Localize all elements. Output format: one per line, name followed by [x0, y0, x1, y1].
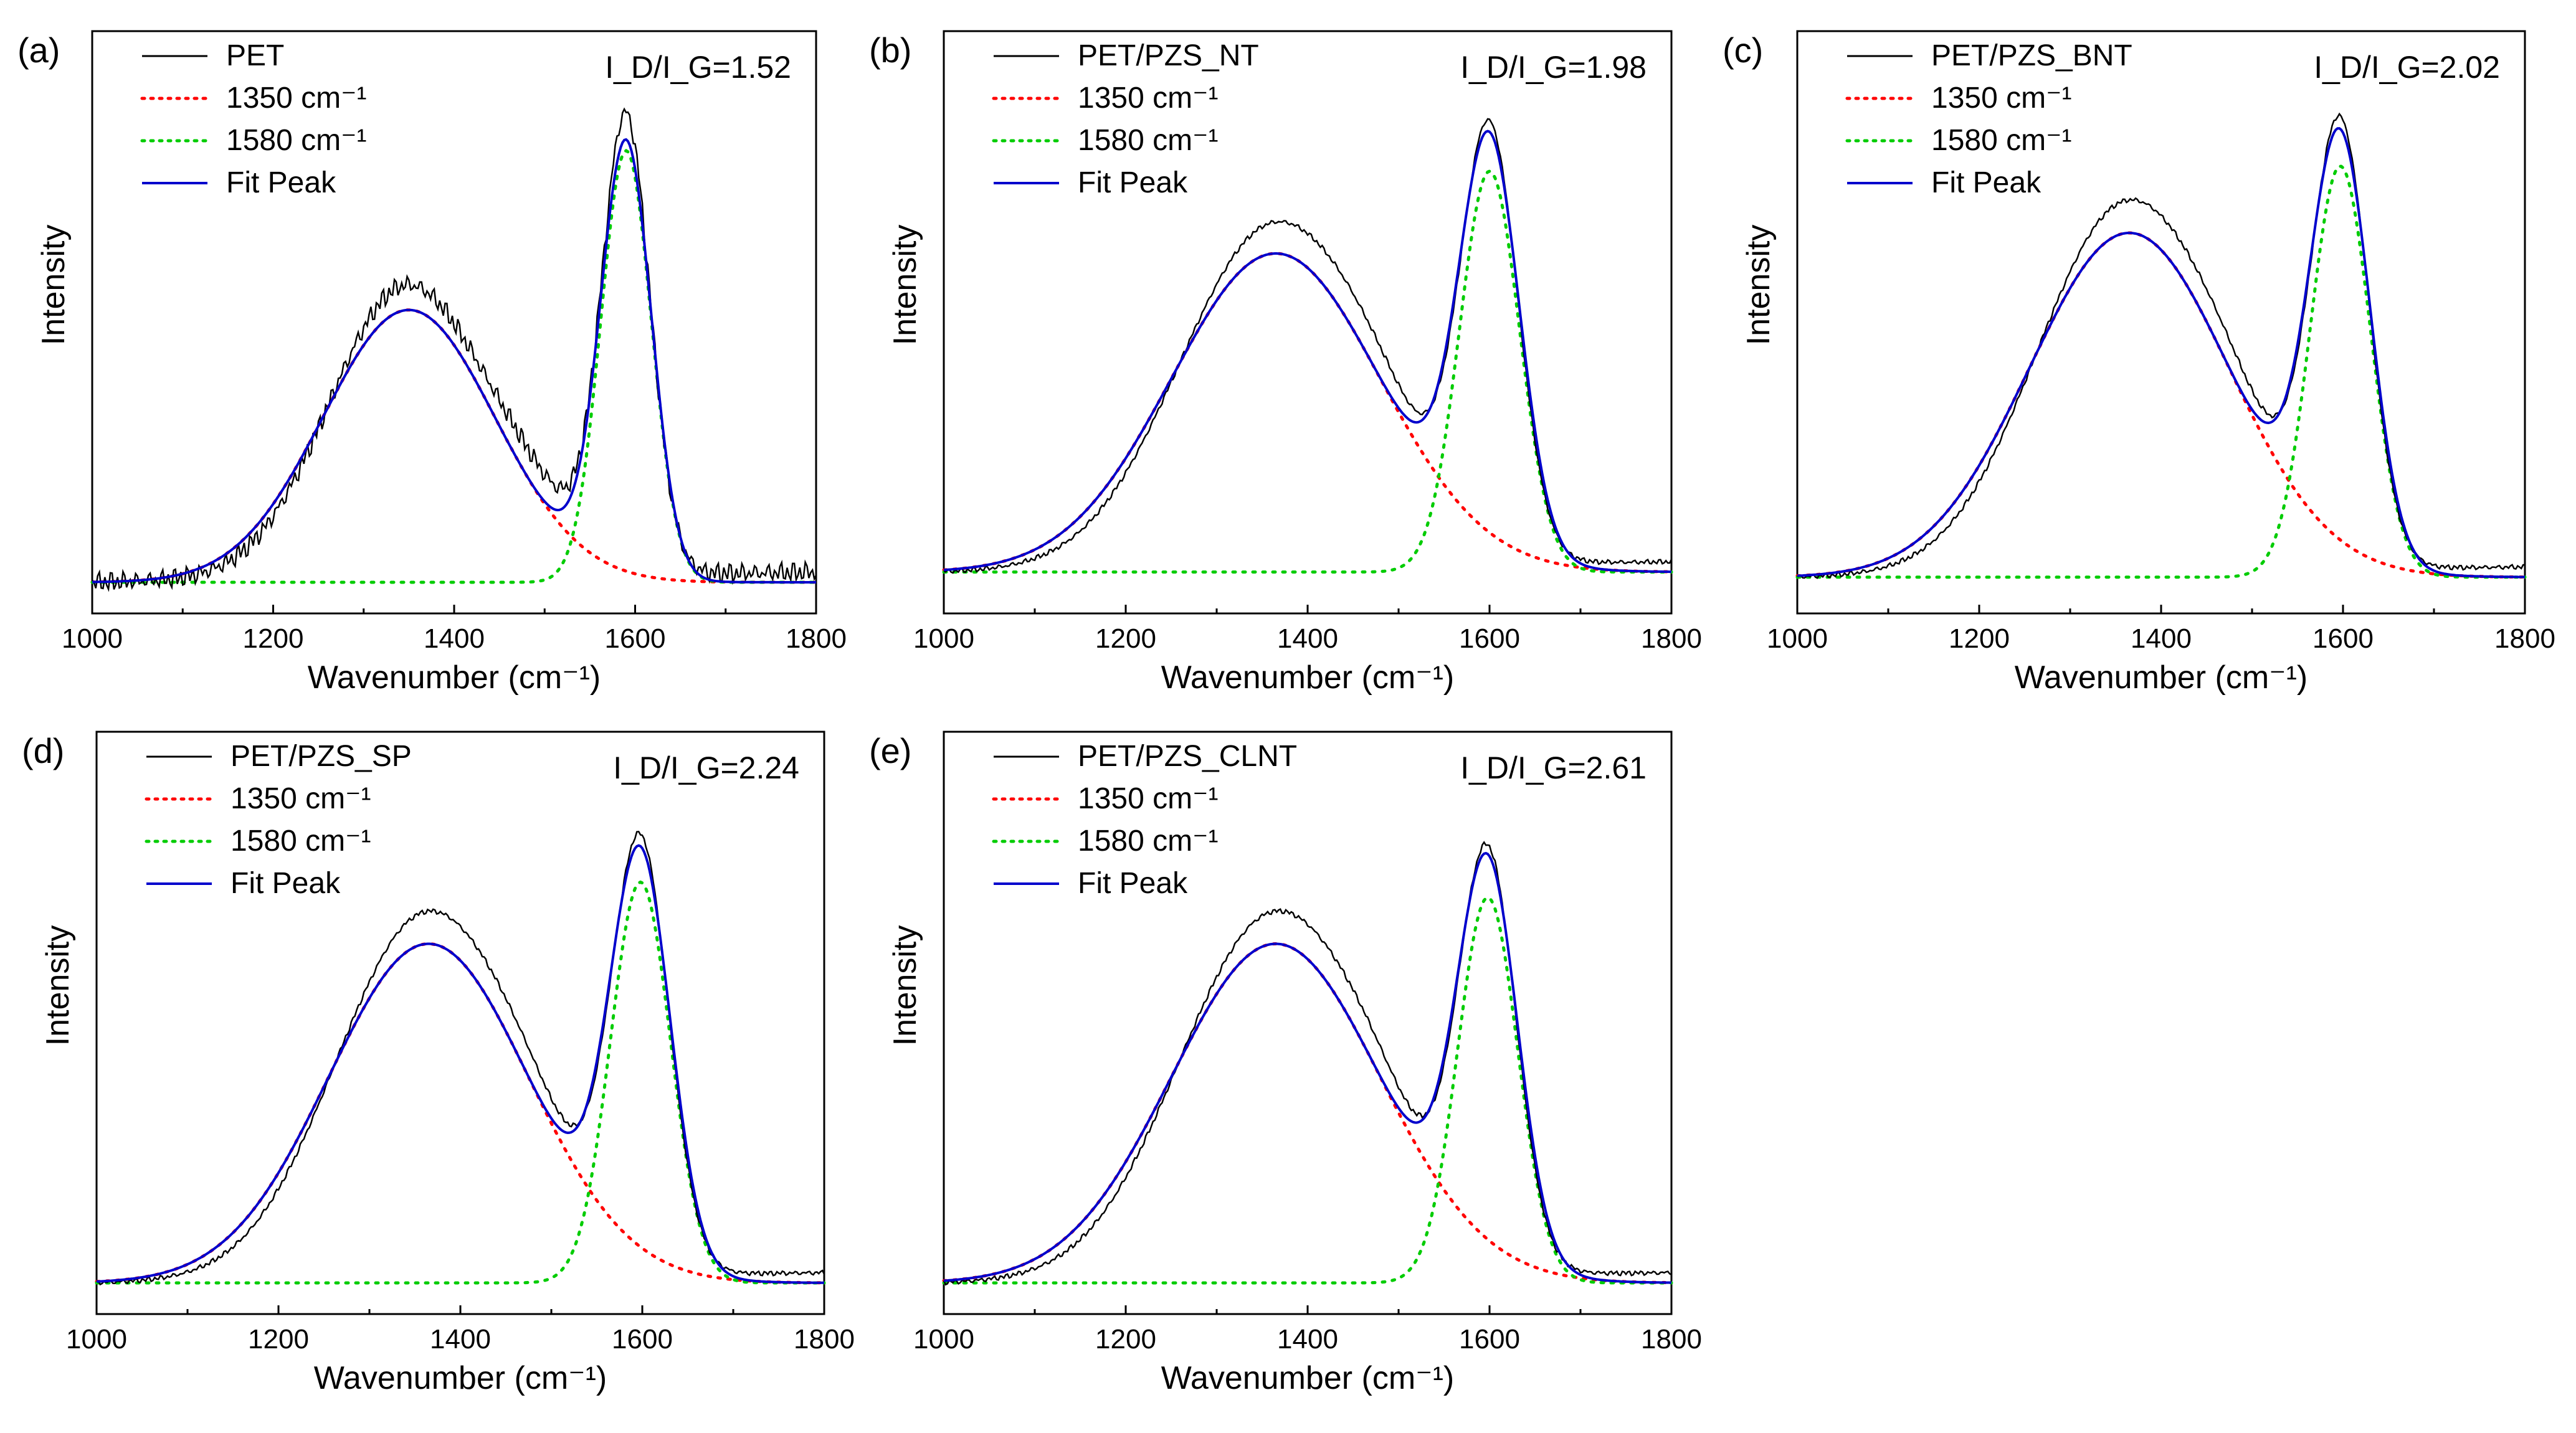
x-tick-label: 1000	[1767, 623, 1828, 654]
legend-label: 1350 cm⁻¹	[1931, 82, 2071, 115]
x-tick-label: 1600	[612, 1324, 673, 1355]
plot-frame	[943, 731, 1673, 1315]
x-tick-label: 1400	[1277, 623, 1338, 654]
x-tick-label: 1200	[248, 1324, 309, 1355]
legend-label: 1580 cm⁻¹	[231, 825, 371, 858]
legend-label: Fit Peak	[226, 166, 336, 199]
legend-label: PET/PZS_BNT	[1931, 39, 2132, 72]
panel-label: (d)	[22, 731, 64, 770]
x-axis-label: Wavenumber (cm⁻¹)	[2015, 660, 2307, 696]
x-tick-label: 1600	[1459, 1324, 1520, 1355]
panel-c: 1000 1200 1400 1600 1800 Wavenumber (cm⁻¹) Int…	[1723, 30, 2555, 696]
x-tick-label: 1000	[913, 623, 974, 654]
legend-label: 1350 cm⁻¹	[231, 782, 371, 815]
y-axis-label: Intensity	[36, 225, 72, 346]
g-band-curve	[90, 149, 818, 584]
y-axis-label: Intensity	[887, 225, 923, 346]
panel-label: (a)	[17, 31, 60, 70]
x-tick-label: 1800	[786, 623, 847, 654]
x-tick-label: 1400	[1277, 1324, 1338, 1355]
x-tick-label: 1800	[1641, 623, 1702, 654]
d-band-curve	[1795, 231, 2527, 579]
id-ig-ratio: I_D/I_G=2.61	[1460, 750, 1647, 785]
x-tick-label: 1200	[243, 623, 304, 654]
fit-peak-curve	[1797, 127, 2525, 579]
legend-label: 1580 cm⁻¹	[1078, 124, 1218, 157]
id-ig-ratio: I_D/I_G=1.98	[1460, 50, 1647, 85]
legend-label: 1350 cm⁻¹	[1078, 82, 1218, 115]
legend-label: 1350 cm⁻¹	[1078, 782, 1218, 815]
y-axis-label: Intensity	[40, 925, 76, 1046]
panel-b: 1000 1200 1400 1600 1800 Wavenumber (cm⁻¹) Int…	[869, 30, 1702, 696]
legend-label: Fit Peak	[231, 867, 341, 900]
x-tick-label: 1400	[430, 1324, 491, 1355]
x-tick-label: 1200	[1095, 1324, 1156, 1355]
legend-label: 1580 cm⁻¹	[226, 124, 366, 157]
raw-spectrum	[943, 841, 1672, 1286]
plot-frame	[91, 30, 817, 615]
legend-label: PET/PZS_CLNT	[1078, 740, 1297, 773]
g-band-curve	[1795, 164, 2527, 579]
x-tick-label: 1000	[62, 623, 123, 654]
d-band-curve	[942, 942, 1673, 1285]
g-band-curve	[942, 169, 1673, 574]
legend-label: 1580 cm⁻¹	[1931, 124, 2071, 157]
y-axis-label: Intensity	[887, 925, 923, 1046]
panel-a: 1000 1200 1400 1600 1800 Wavenumber (cm⁻¹) Int…	[17, 30, 847, 696]
legend-label: PET/PZS_SP	[231, 740, 412, 773]
id-ig-ratio: I_D/I_G=1.52	[605, 50, 791, 85]
x-tick-label: 1200	[1095, 623, 1156, 654]
x-tick-label: 1200	[1949, 623, 2010, 654]
x-axis-label: Wavenumber (cm⁻¹)	[1161, 1360, 1454, 1396]
x-tick-label: 1800	[1641, 1324, 1702, 1355]
legend-label: 1580 cm⁻¹	[1078, 825, 1218, 858]
g-band-curve	[942, 896, 1673, 1285]
plot-frame	[95, 731, 825, 1315]
legend-label: 1350 cm⁻¹	[226, 82, 366, 115]
x-axis-label: Wavenumber (cm⁻¹)	[308, 660, 601, 696]
panel-label: (c)	[1723, 31, 1763, 70]
legend-label: PET/PZS_NT	[1078, 39, 1259, 72]
x-tick-label: 1000	[66, 1324, 127, 1355]
legend-label: PET	[226, 39, 284, 72]
fit-peak-curve	[943, 130, 1671, 574]
x-tick-label: 1400	[424, 623, 485, 654]
panel-label: (b)	[869, 31, 911, 70]
plot-frame	[943, 30, 1673, 615]
y-axis-label: Intensity	[1741, 225, 1777, 346]
legend-label: Fit Peak	[1931, 166, 2041, 199]
x-tick-label: 1000	[913, 1324, 974, 1355]
x-axis-label: Wavenumber (cm⁻¹)	[1161, 660, 1454, 696]
raw-spectrum	[943, 118, 1673, 574]
panel-e: 1000 1200 1400 1600 1800 Wavenumber (cm⁻¹) Int…	[869, 731, 1702, 1396]
x-axis-label: Wavenumber (cm⁻¹)	[314, 1360, 607, 1396]
x-tick-label: 1600	[2312, 623, 2374, 654]
panel-label: (e)	[869, 731, 911, 770]
x-tick-label: 1600	[605, 623, 666, 654]
d-band-curve	[942, 252, 1673, 574]
x-tick-label: 1800	[794, 1324, 855, 1355]
d-band-curve	[90, 308, 818, 584]
x-tick-label: 1400	[2131, 623, 2192, 654]
raw-spectrum	[96, 830, 825, 1286]
x-tick-label: 1600	[1459, 623, 1520, 654]
g-band-curve	[95, 880, 826, 1285]
raw-spectrum	[91, 107, 817, 592]
fit-peak-curve	[92, 138, 816, 584]
panel-d: 1000 1200 1400 1600 1800 Wavenumber (cm⁻¹) Int…	[22, 731, 855, 1396]
fit-peak-curve	[96, 844, 824, 1284]
legend-label: Fit Peak	[1078, 166, 1188, 199]
id-ig-ratio: I_D/I_G=2.02	[2314, 50, 2500, 85]
x-tick-label: 1800	[2494, 623, 2555, 654]
id-ig-ratio: I_D/I_G=2.24	[613, 750, 799, 785]
plot-frame	[1796, 30, 2526, 615]
fit-peak-curve	[943, 851, 1672, 1284]
d-band-curve	[95, 942, 826, 1285]
legend-label: Fit Peak	[1078, 867, 1188, 900]
